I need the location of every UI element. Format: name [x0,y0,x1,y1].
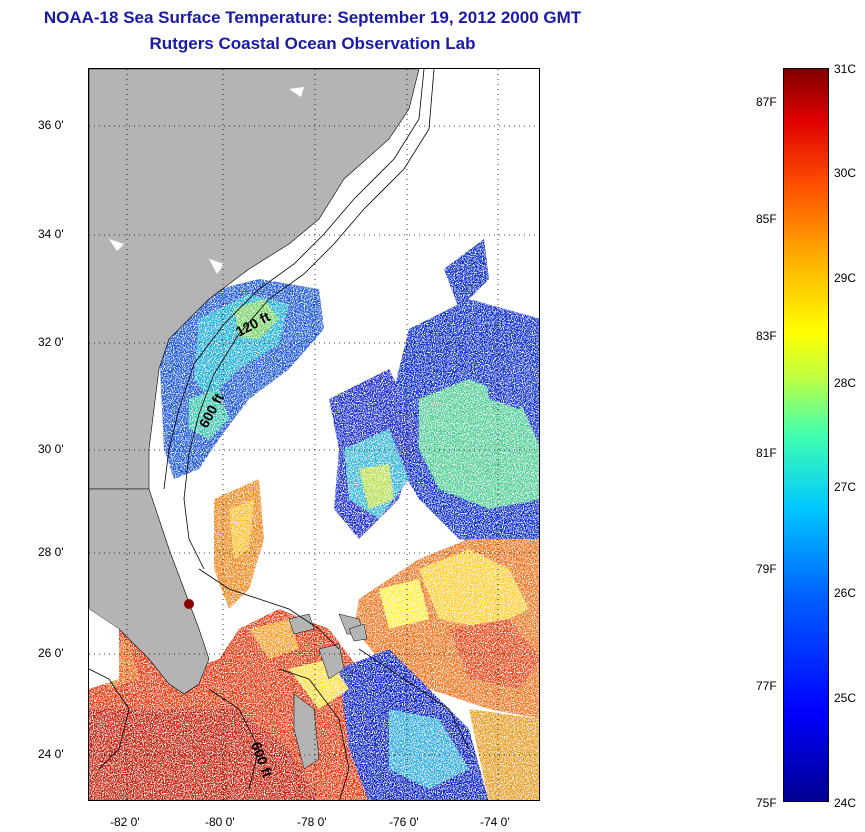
lat-tick-24: 24 0' [38,747,64,761]
lat-tick-30: 30 0' [38,442,64,456]
colorbar-label-87f: 87F [756,95,777,109]
sst-map: 120 ft 600 ft 600 ft [88,68,540,801]
lat-tick-28: 28 0' [38,545,64,559]
lon-tick-74: -74 0' [480,815,510,829]
colorbar-label-31c: 31C [834,62,857,76]
chart-subtitle: Rutgers Coastal Ocean Observation Lab [149,34,476,53]
lat-tick-26: 26 0' [38,646,64,660]
colorbar-label-79f: 79F [756,562,777,576]
lon-tick-82: -82 0' [110,815,140,829]
lake-marker [184,599,194,609]
sst-map-canvas: 120 ft 600 ft 600 ft [89,69,539,800]
colorbar-label-85f: 85F [756,212,777,226]
lon-tick-78: -78 0' [297,815,327,829]
colorbar-label-30c: 30C [834,166,857,180]
colorbar-label-25c: 25C [834,691,857,705]
colorbar-label-26c: 26C [834,586,857,600]
lat-tick-32: 32 0' [38,335,64,349]
chart-title: NOAA-18 Sea Surface Temperature: Septemb… [43,8,582,27]
colorbar-label-28c: 28C [834,376,857,390]
lat-tick-36: 36 0' [38,118,64,132]
colorbar [783,68,829,802]
colorbar-label-83f: 83F [756,329,777,343]
land-layer [89,69,420,770]
isobath-contours [89,69,470,800]
colorbar-label-77f: 77F [756,679,777,693]
colorbar-label-24c: 24C [834,796,857,810]
lon-tick-76: -76 0' [389,815,419,829]
colorbar-label-27c: 27C [834,480,857,494]
colorbar-label-81f: 81F [756,446,777,460]
lat-tick-34: 34 0' [38,227,64,241]
colorbar-label-75f: 75F [756,796,777,810]
colorbar-label-29c: 29C [834,271,857,285]
lon-tick-80: -80 0' [205,815,235,829]
graticule [89,69,539,800]
